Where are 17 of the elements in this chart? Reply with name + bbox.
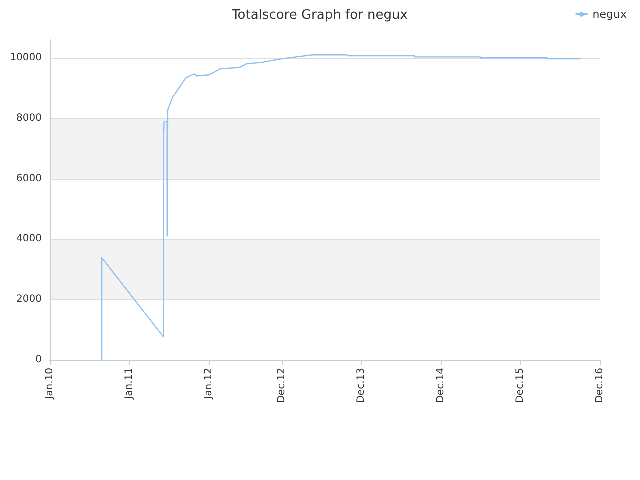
legend-label: negux <box>592 8 628 21</box>
x-tick-label: Dec.12 <box>276 368 288 404</box>
x-tick-label: Jan.10 <box>44 368 56 400</box>
x-tick-label: Dec.13 <box>356 368 367 404</box>
line-series <box>101 54 582 361</box>
x-tick-label: Dec.15 <box>514 368 526 404</box>
y-tick-label: 8000 <box>16 112 42 124</box>
x-tick-label: Dec.16 <box>594 368 606 404</box>
y-tick-label: 6000 <box>16 173 42 184</box>
chart-title: Totalscore Graph for negux <box>231 8 408 23</box>
x-tick-label: Dec.14 <box>435 368 446 404</box>
y-tick-label: 10000 <box>10 52 42 64</box>
y-tick-label: 4000 <box>16 234 42 245</box>
y-tick-label: 2000 <box>16 294 42 306</box>
x-tick-label: Jan.12 <box>203 368 214 400</box>
y-tick-label: 0 <box>36 354 42 366</box>
x-tick-label: Jan.11 <box>124 368 135 400</box>
